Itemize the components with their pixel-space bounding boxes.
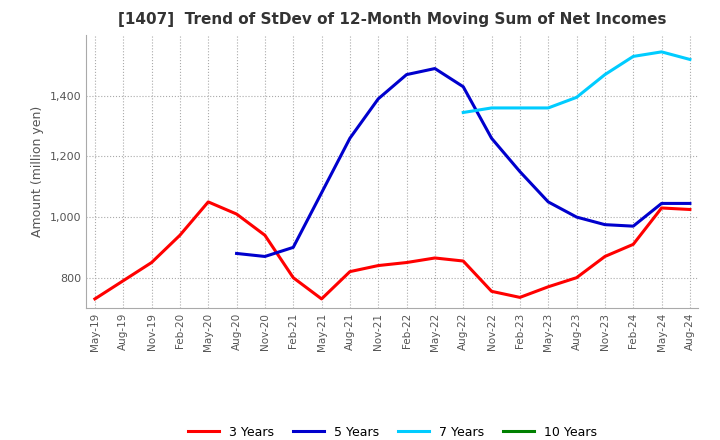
7 Years [600,72,609,77]
5 Years [261,254,269,259]
3 Years [346,269,354,274]
7 Years [572,95,581,100]
5 Years [572,214,581,220]
3 Years [402,260,411,265]
Line: 5 Years: 5 Years [237,69,690,257]
Y-axis label: Amount (million yen): Amount (million yen) [32,106,45,237]
3 Years [572,275,581,280]
3 Years [600,254,609,259]
3 Years [318,296,326,301]
3 Years [629,242,637,247]
7 Years [629,54,637,59]
3 Years [119,278,127,283]
7 Years [685,57,694,62]
3 Years [289,275,297,280]
7 Years [459,110,467,115]
7 Years [657,49,666,55]
5 Years [346,136,354,141]
3 Years [91,296,99,301]
3 Years [657,205,666,211]
3 Years [204,199,212,205]
5 Years [544,199,552,205]
5 Years [487,136,496,141]
5 Years [233,251,241,256]
3 Years [176,233,184,238]
3 Years [516,295,524,300]
5 Years [402,72,411,77]
Line: 3 Years: 3 Years [95,202,690,299]
3 Years [544,284,552,290]
5 Years [600,222,609,227]
Line: 7 Years: 7 Years [463,52,690,113]
5 Years [516,169,524,174]
3 Years [148,260,156,265]
3 Years [233,211,241,216]
5 Years [289,245,297,250]
5 Years [374,96,382,102]
5 Years [459,84,467,89]
Title: [1407]  Trend of StDev of 12-Month Moving Sum of Net Incomes: [1407] Trend of StDev of 12-Month Moving… [118,12,667,27]
7 Years [487,105,496,110]
5 Years [318,190,326,195]
Legend: 3 Years, 5 Years, 7 Years, 10 Years: 3 Years, 5 Years, 7 Years, 10 Years [183,421,602,440]
5 Years [431,66,439,71]
3 Years [431,255,439,260]
5 Years [657,201,666,206]
3 Years [374,263,382,268]
7 Years [516,105,524,110]
3 Years [261,233,269,238]
3 Years [685,207,694,212]
3 Years [459,258,467,264]
5 Years [685,201,694,206]
3 Years [487,289,496,294]
5 Years [629,224,637,229]
7 Years [544,105,552,110]
